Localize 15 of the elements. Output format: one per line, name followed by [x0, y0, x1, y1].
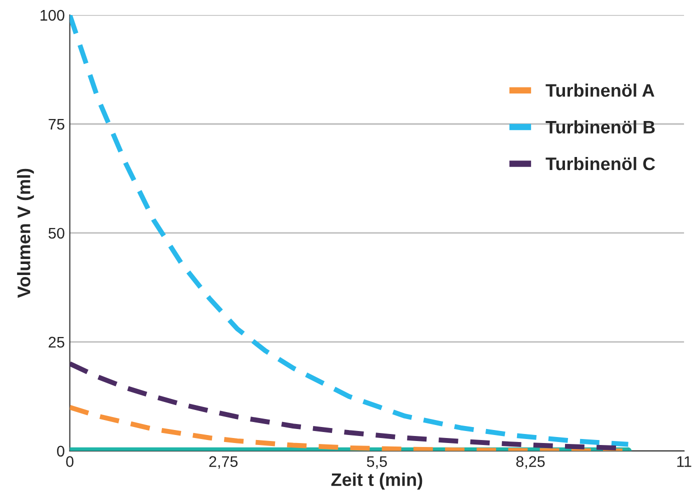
x-tick-label: 2,75: [209, 456, 238, 469]
y-tick-label: 75: [48, 119, 64, 130]
x-tick-label: 11: [677, 456, 692, 467]
y-tick-label: 0: [57, 446, 64, 457]
x-axis-title: Zeit t (min): [331, 472, 422, 490]
legend-label: Turbinenöl C: [546, 156, 656, 170]
y-tick-label: 50: [48, 228, 64, 239]
y-tick-label: 25: [48, 336, 64, 348]
legend-label: Turbinenöl A: [546, 84, 654, 97]
y-axis-title: Volumen V (ml): [17, 168, 34, 298]
x-tick-label: 8,25: [516, 456, 545, 469]
legend-label: Turbinenöl B: [546, 120, 655, 134]
x-tick-label: 5,5: [366, 456, 387, 469]
y-tick-label: 100: [40, 10, 64, 21]
x-tick-label: 0: [66, 456, 74, 467]
